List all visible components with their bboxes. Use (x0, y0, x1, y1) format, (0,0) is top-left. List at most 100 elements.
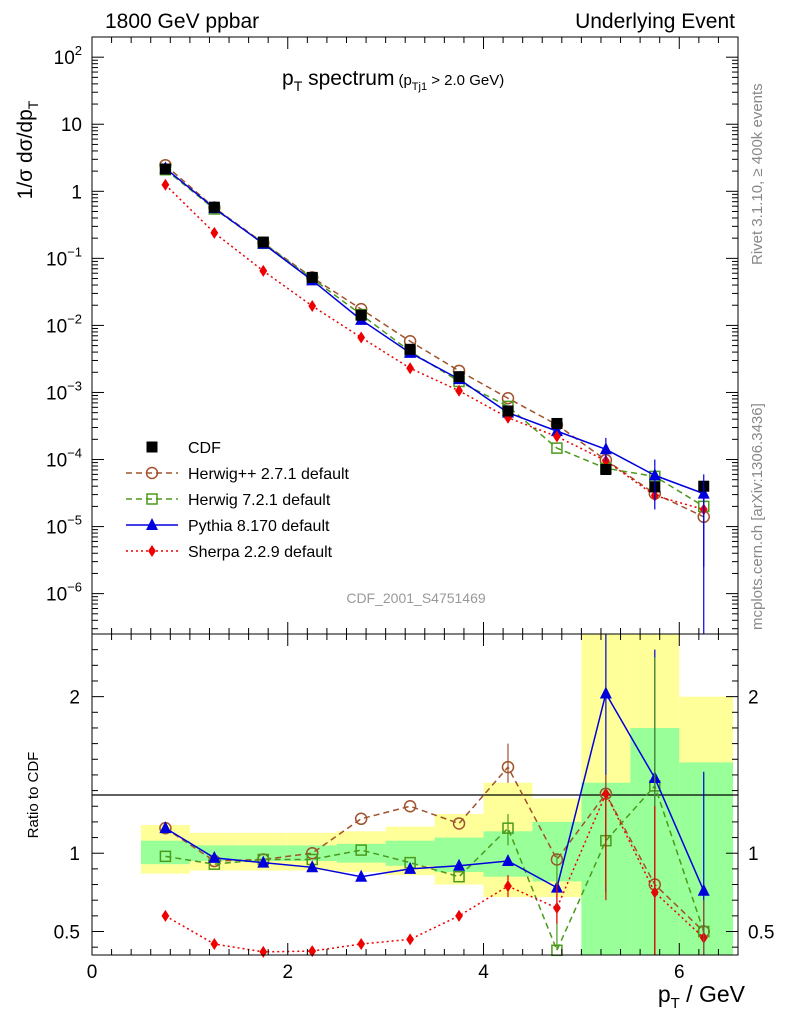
main-y-tick-label: 10−2 (46, 311, 82, 337)
legend-item: Pythia 8.170 default (126, 518, 330, 535)
legend-label: Sherpa 2.2.9 default (188, 544, 333, 561)
data-point-marker (145, 466, 159, 480)
ratio-plot-frame (91, 633, 739, 956)
data-point-marker (146, 441, 158, 453)
legend-label: CDF (188, 440, 221, 457)
data-point-marker (551, 417, 563, 429)
data-point-marker (257, 236, 269, 248)
legend-item: CDF (146, 440, 221, 457)
data-point-marker (357, 331, 366, 344)
title-cond: (pTj1 > 2.0 GeV) (398, 72, 504, 93)
data-point-marker (455, 384, 463, 397)
legend: CDF Herwig++ 2.7.1 default Herwig 7.2.1 de… (126, 440, 350, 561)
legend-item: Herwig 7.2.1 default (126, 492, 331, 509)
data-point-marker (553, 430, 561, 443)
data-point-marker (159, 821, 172, 834)
legend-label: Pythia 8.170 default (188, 518, 330, 535)
ratio-y-axis-label: Ratio to CDF (25, 752, 42, 839)
main-error-bars (605, 437, 705, 634)
main-panel: 10−6 10−5 10−4 10−3 10−2 10−1 1 10 102 pT spectr… (14, 36, 739, 635)
data-point-marker (452, 817, 466, 830)
series-line (164, 167, 705, 495)
data-point-marker (257, 855, 270, 868)
legend-item: Herwig++ 2.7.1 default (126, 466, 350, 483)
main-y-tick-label: 10−6 (46, 580, 82, 606)
rivet-version-label: Rivet 3.1.10, ≥ 400k events (749, 83, 766, 265)
main-series-herwig-7-2-1-default (159, 163, 710, 513)
title-p: p (282, 67, 294, 90)
ratio-y-tick-label: 1 (69, 844, 80, 865)
data-point-marker (146, 493, 158, 505)
data-point-marker (600, 463, 612, 475)
main-y-tick-label: 1 (71, 182, 82, 203)
data-point-marker (355, 844, 367, 856)
data-point-marker (306, 271, 318, 283)
data-point-marker (355, 869, 368, 882)
data-point-marker (308, 299, 317, 312)
data-point-marker (146, 518, 158, 530)
main-y-axis-label: 1/σ dσ/dpT (14, 100, 41, 199)
data-point-marker (161, 178, 170, 191)
main-y-tick-label: 10−3 (46, 378, 82, 404)
ratio-band-stat (238, 845, 288, 862)
main-plot-title: pT spectrum (pTj1 > 2.0 GeV) (282, 67, 504, 94)
data-point-marker (403, 799, 417, 813)
x-axis-label: pT / GeV (658, 981, 746, 1012)
main-y-tick-label: 10−5 (46, 513, 82, 539)
main-y-tick-label: 10 (61, 115, 82, 136)
data-point-marker (453, 870, 465, 883)
data-point-marker (210, 226, 219, 239)
data-point-marker (404, 343, 416, 355)
header-left-label: 1800 GeV ppbar (105, 10, 259, 33)
data-point-marker (406, 933, 415, 946)
data-point-marker (308, 945, 317, 958)
legend-item: Sherpa 2.2.9 default (126, 544, 333, 561)
data-point-marker (159, 163, 171, 175)
ratio-series-pythia-8-170-default (159, 686, 710, 896)
ratio-axis-ticks: 0.5 0.5 1 1 2 2 0 2 4 6 (54, 633, 774, 983)
ratio-y-tick-label: 1 (748, 844, 759, 865)
data-point-marker (259, 945, 268, 958)
data-point-marker (406, 362, 415, 375)
data-point-marker (159, 850, 172, 863)
x-tick-label: 0 (87, 962, 98, 983)
data-point-marker (208, 201, 220, 213)
data-point-marker (305, 846, 319, 860)
data-point-marker (551, 442, 563, 454)
main-series-cdf (159, 163, 710, 493)
data-point-marker (161, 909, 170, 922)
data-point-marker (404, 861, 417, 874)
data-point-marker (357, 938, 366, 951)
data-point-marker (502, 405, 514, 417)
title-rest: spectrum (302, 67, 394, 90)
ratio-error-bars (507, 634, 705, 955)
series-line (164, 184, 704, 511)
data-point-marker (501, 854, 514, 867)
main-axis-ticks: 10−6 10−5 10−4 10−3 10−2 10−1 1 10 102 (46, 36, 739, 634)
main-y-tick-label: 10−1 (46, 244, 82, 270)
data-point-marker (355, 309, 367, 321)
main-y-tick-label: 10−4 (46, 446, 82, 472)
ratio-panel: 0.5 0.5 1 1 2 2 0 2 4 6 Ratio to CDF pT / GeV (25, 633, 774, 1012)
data-point-marker (354, 812, 368, 826)
ratio-series-line (165, 791, 705, 953)
x-tick-label: 6 (674, 962, 685, 983)
ratio-band-stat (385, 840, 435, 866)
ratio-y-tick-label: 2 (748, 688, 759, 709)
data-point-marker (210, 938, 219, 951)
ratio-series-group (159, 634, 710, 958)
data-point-marker (148, 545, 156, 557)
data-point-marker (550, 424, 563, 437)
data-point-marker (455, 909, 463, 922)
data-point-marker (501, 391, 515, 405)
ratio-series-line (165, 691, 705, 892)
data-point-marker (453, 371, 465, 383)
main-series-pythia-8-170-default (159, 161, 710, 499)
ratio-y-tick-label: 0.5 (54, 923, 80, 944)
data-point-marker (208, 850, 221, 863)
data-point-marker (306, 860, 319, 873)
series-line (164, 164, 705, 518)
series-line (164, 169, 705, 508)
main-y-tick-label: 102 (54, 43, 82, 69)
